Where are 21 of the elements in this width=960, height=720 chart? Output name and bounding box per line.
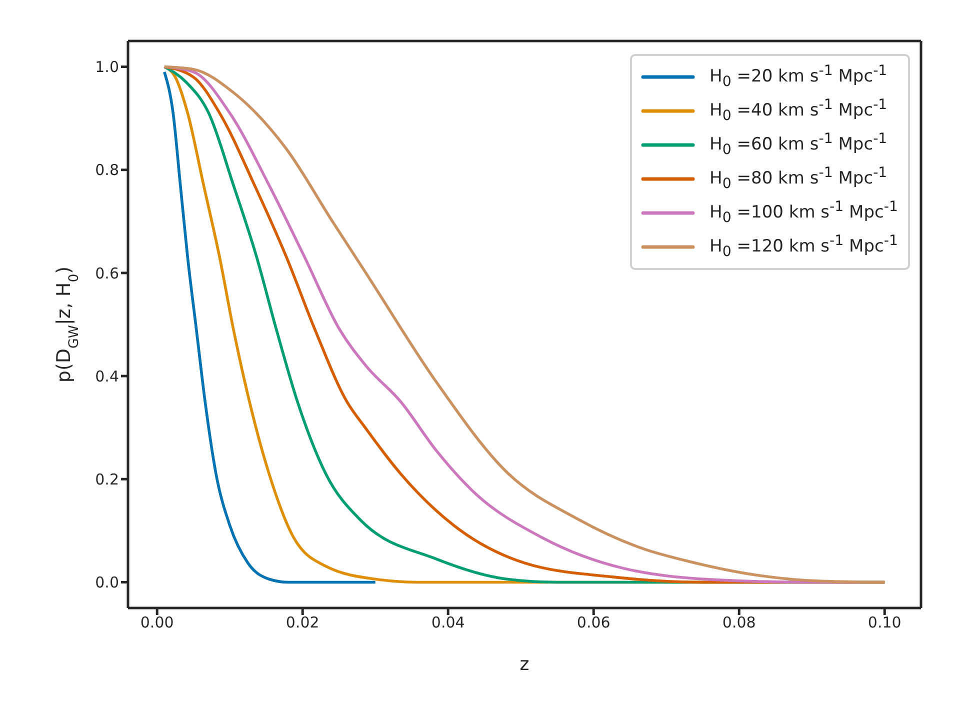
y-tick-label: 0.8 — [95, 161, 119, 180]
x-axis-title: z — [520, 654, 530, 675]
y-tick-label: 0.4 — [95, 367, 119, 386]
legend-label: H$_{0}$ =100 km s$^{-1}$ Mpc$^{-1}$ — [710, 199, 898, 227]
x-tick-label: 0.02 — [286, 614, 320, 632]
x-tick-label: 0.00 — [140, 614, 174, 632]
legend-label: H$_{0}$ =20 km s$^{-1}$ Mpc$^{-1}$ — [710, 63, 888, 91]
y-tick-label: 0.6 — [95, 264, 119, 282]
legend-label: H$_{0}$ =120 km s$^{-1}$ Mpc$^{-1}$ — [710, 233, 898, 261]
y-tick-label: 0.0 — [95, 574, 119, 592]
line-series — [162, 65, 886, 584]
line-series — [162, 70, 377, 584]
y-tick-label: 1.0 — [95, 58, 119, 76]
legend-label: H$_{0}$ =80 km s$^{-1}$ Mpc$^{-1}$ — [710, 165, 888, 193]
x-tick-label: 0.08 — [722, 614, 756, 632]
legend-label: H$_{0}$ =60 km s$^{-1}$ Mpc$^{-1}$ — [710, 131, 888, 159]
x-tick-label: 0.06 — [576, 614, 610, 632]
x-tick-label: 0.04 — [431, 614, 465, 632]
x-tick-label: 0.10 — [868, 614, 902, 632]
legend-label: H$_{0}$ =40 km s$^{-1}$ Mpc$^{-1}$ — [710, 97, 888, 125]
y-tick-label: 0.2 — [95, 470, 119, 488]
